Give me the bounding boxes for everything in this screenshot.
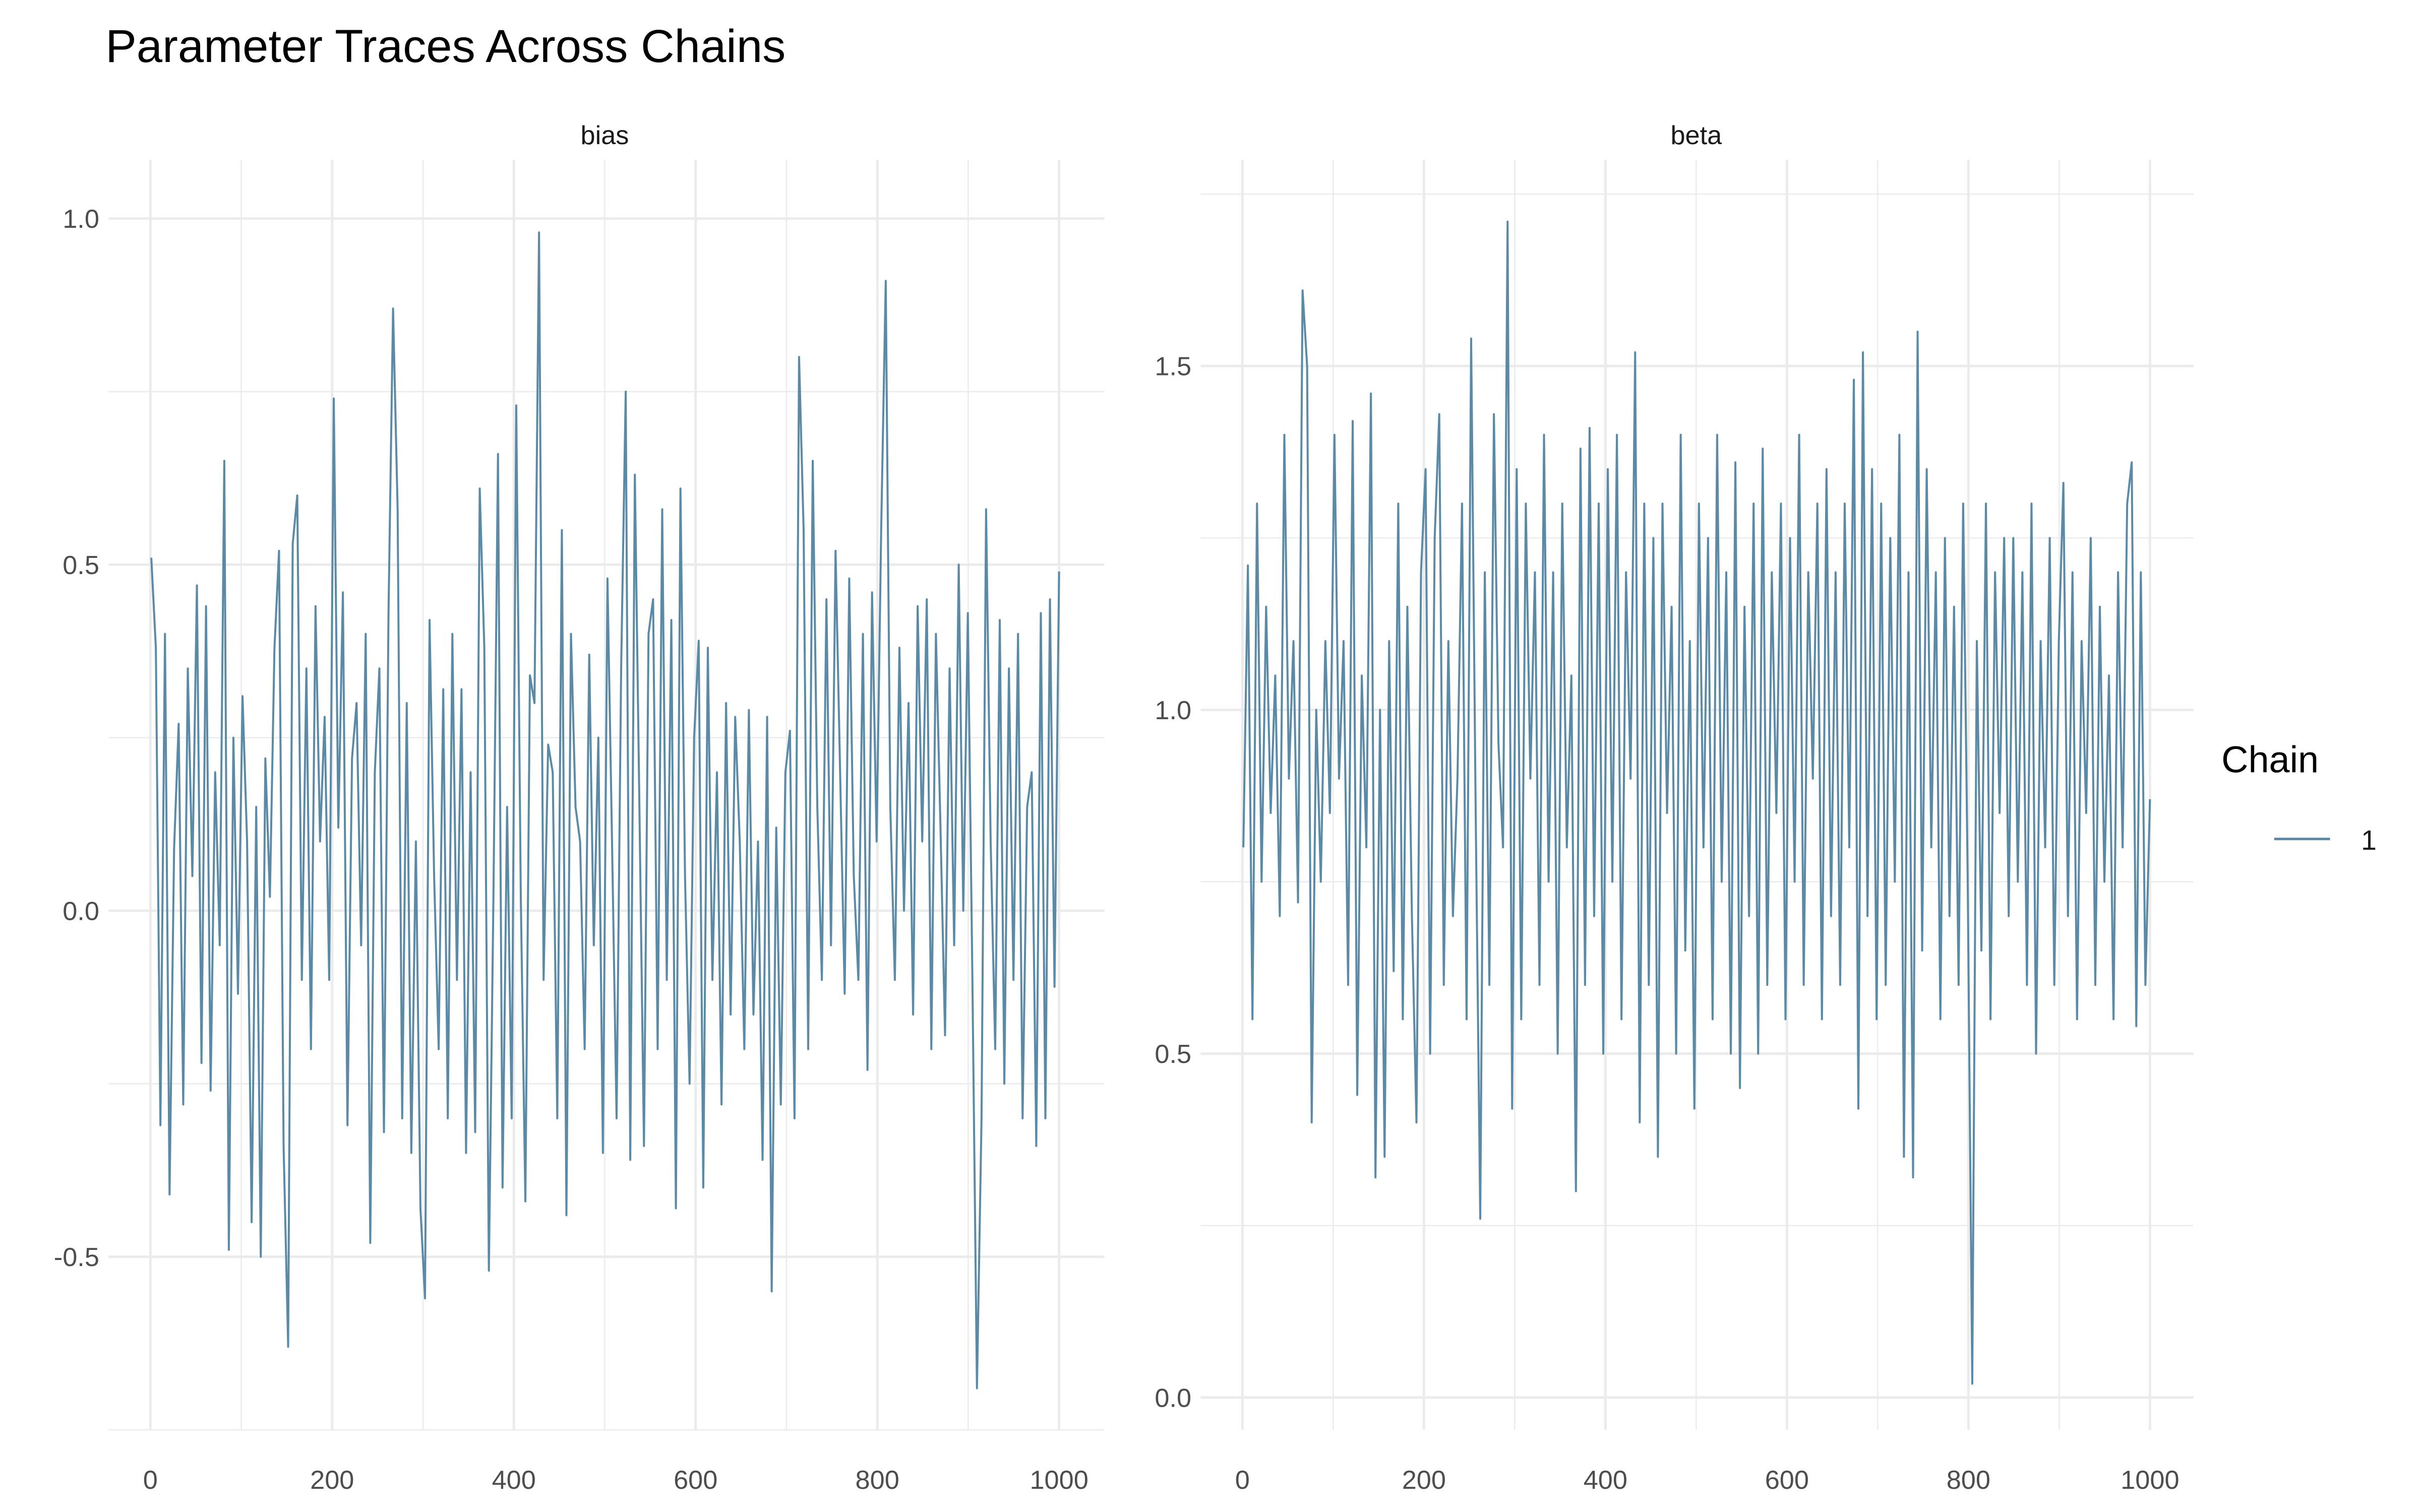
trace-line-chain-1 [150,231,1060,1390]
x-tick-label: 800 [856,1466,899,1495]
legend-title: Chain [2221,738,2319,780]
x-tick-label: 200 [1402,1466,1446,1495]
x-tick-label: 1000 [1030,1466,1088,1495]
x-tick-label: 600 [674,1466,717,1495]
y-tick-label: 0.5 [1155,1040,1191,1069]
x-tick-label: 1000 [2121,1466,2179,1495]
y-tick-label: 1.5 [1155,352,1191,382]
x-tick-label: 800 [1947,1466,1990,1495]
panel-bias: 0 200 400 600 800 1000 -0.5 0.0 0.5 1.0 bias [54,121,1105,1495]
panel-strip-label: beta [1670,121,1722,150]
panel-beta: 0 200 400 600 800 1000 0.0 0.5 1.0 1.5 beta [1155,121,2194,1495]
x-tick-label: 0 [143,1466,158,1495]
x-tick-label: 200 [310,1466,354,1495]
x-tick-label: 600 [1765,1466,1809,1495]
x-tick-label: 400 [492,1466,536,1495]
y-tick-label: 1.0 [1155,696,1191,725]
panel-strip-label: bias [581,121,629,150]
y-tick-label: 1.0 [63,205,99,234]
y-tick-label: 0.0 [1155,1383,1191,1413]
x-tick-label: 400 [1584,1466,1627,1495]
x-tick-label: 0 [1235,1466,1250,1495]
legend: Chain 1 [2221,738,2377,856]
y-tick-label: 0.5 [63,551,99,580]
y-tick-label: 0.0 [63,897,99,926]
legend-label: 1 [2361,825,2377,856]
y-tick-label: -0.5 [54,1243,99,1272]
trace-line-chain-1 [1242,220,2151,1385]
chart-title: Parameter Traces Across Chains [105,20,785,72]
